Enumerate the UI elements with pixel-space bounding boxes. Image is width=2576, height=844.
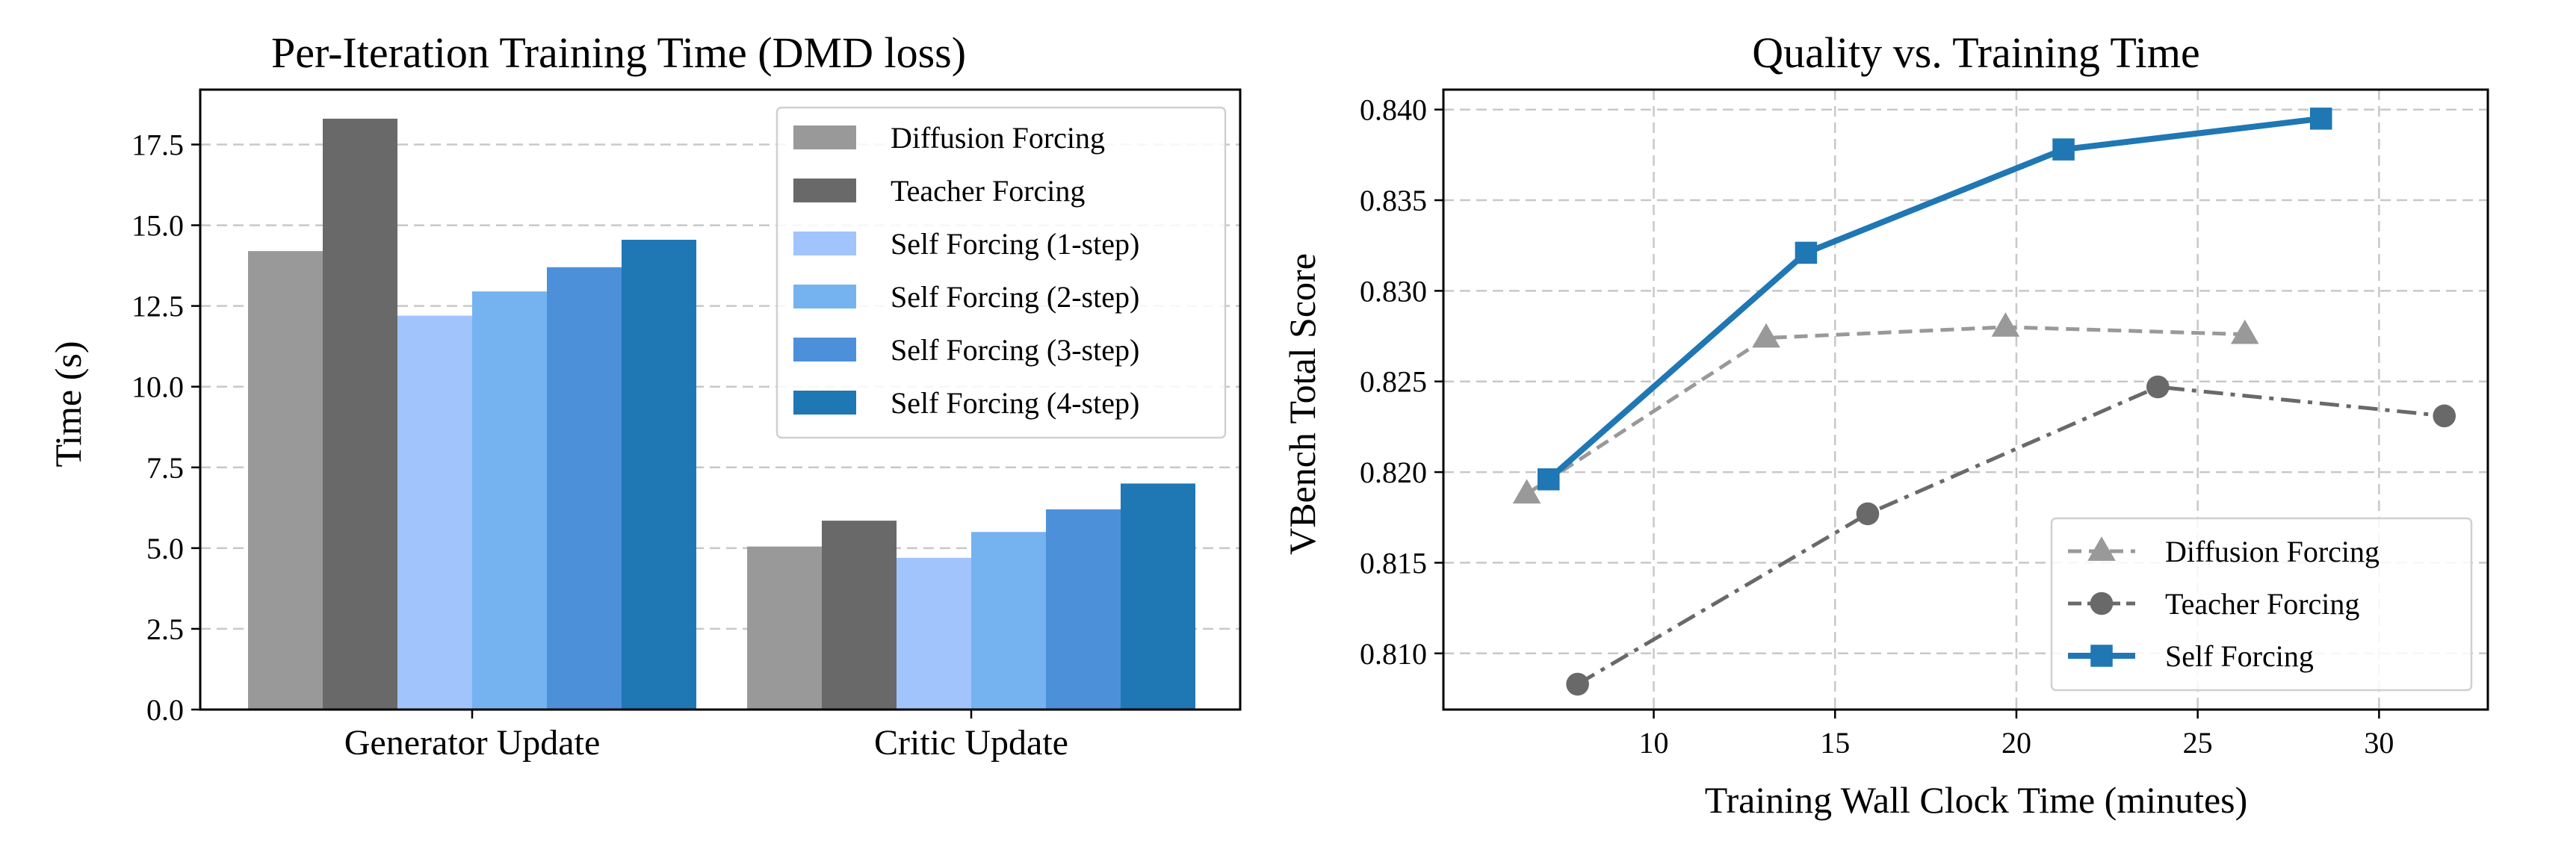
bar xyxy=(622,240,696,710)
bar-chart-plot-frame xyxy=(199,88,1242,711)
line-chart-x-tick-label: 20 xyxy=(2001,726,2031,760)
bar-chart-y-ticks: 0.0 2.5 5.0 7.5 10.0 12.5 15.0 17.5 xyxy=(131,128,200,727)
legend-label: Self Forcing xyxy=(2165,639,2314,673)
line-chart-y-tick-label: 0.830 xyxy=(1360,274,1427,308)
bar-chart-title: Per-Iteration Training Time (DMD loss) xyxy=(271,28,966,77)
legend-label: Teacher Forcing xyxy=(2165,587,2359,621)
line-chart: Quality vs. Training Time VBench Total S… xyxy=(1281,28,2489,821)
bar xyxy=(248,251,323,710)
bar xyxy=(971,532,1046,710)
line-chart-x-tick-label: 15 xyxy=(1820,726,1850,760)
legend-swatch xyxy=(793,125,856,149)
bar xyxy=(397,315,472,710)
data-point-square xyxy=(1538,468,1560,491)
bar xyxy=(897,557,971,710)
bar-chart-y-tick-label: 15.0 xyxy=(131,209,184,243)
line-chart-y-tick-label: 0.825 xyxy=(1360,365,1427,399)
line-chart-x-axis-label: Training Wall Clock Time (minutes) xyxy=(1705,779,2248,821)
line-chart-x-tick-label: 30 xyxy=(2364,726,2394,760)
bar-chart-category-label: Generator Update xyxy=(344,723,601,763)
bar-chart-category-label: Critic Update xyxy=(874,723,1068,763)
bar-chart-legend-box xyxy=(775,106,1227,439)
line-chart-plot-frame xyxy=(1442,88,2489,711)
data-point-circle xyxy=(1566,672,1589,696)
bar xyxy=(547,267,622,710)
bar-chart-y-tick-label: 0.0 xyxy=(146,693,184,727)
line-chart-x-ticks: 10 15 20 25 30 xyxy=(1639,710,2394,760)
legend-swatch xyxy=(793,391,856,415)
line-chart-y-tick-label: 0.815 xyxy=(1360,546,1427,580)
line-chart-series xyxy=(1512,108,2456,696)
bar xyxy=(1046,509,1121,710)
bar-chart-y-tick-label: 10.0 xyxy=(131,370,184,404)
line-chart-title: Quality vs. Training Time xyxy=(1752,28,2199,77)
line-chart-x-tick-label: 25 xyxy=(2183,726,2213,760)
series-line xyxy=(1576,385,2445,686)
legend-label: Self Forcing (2-step) xyxy=(891,280,1139,314)
bar-chart-bars xyxy=(248,118,1195,710)
data-point-square xyxy=(1795,241,1818,264)
data-point-triangle xyxy=(1512,479,1541,504)
line-chart-legend-box xyxy=(2050,517,2473,692)
series-line xyxy=(1526,325,2245,496)
series-diffusion-forcing xyxy=(1512,312,2259,504)
data-point-circle xyxy=(1856,502,1880,526)
data-point-circle xyxy=(2433,404,2456,428)
bar xyxy=(822,521,897,710)
data-point-triangle xyxy=(2087,536,2116,561)
bar xyxy=(1121,483,1195,710)
legend-swatch xyxy=(793,285,856,308)
line-chart-legend: Diffusion Forcing Teacher Forcing Self For… xyxy=(2050,517,2473,692)
legend-label: Teacher Forcing xyxy=(891,174,1085,208)
bar-chart-legend: Diffusion Forcing Teacher Forcing Self For… xyxy=(775,106,1227,439)
line-chart-y-tick-label: 0.835 xyxy=(1360,184,1427,217)
line-chart-x-tick-label: 10 xyxy=(1639,726,1669,760)
bar xyxy=(472,291,547,710)
bar xyxy=(323,118,397,710)
line-chart-y-tick-label: 0.840 xyxy=(1360,93,1427,127)
bar-chart-y-tick-label: 7.5 xyxy=(146,451,184,485)
legend-swatch xyxy=(793,338,856,362)
bar-chart: Per-Iteration Training Time (DMD loss) T… xyxy=(47,28,1242,763)
legend-label: Diffusion Forcing xyxy=(2165,535,2380,568)
legend-label: Self Forcing (1-step) xyxy=(891,227,1139,261)
bar-chart-categories: Generator Update Critic Update xyxy=(344,710,1068,763)
legend-swatch xyxy=(793,232,856,255)
legend-label: Self Forcing (4-step) xyxy=(891,386,1139,420)
data-point-triangle xyxy=(1752,323,1780,348)
bar xyxy=(747,546,822,710)
data-point-square xyxy=(2090,645,2113,667)
series-self-forcing xyxy=(1538,108,2332,491)
legend-swatch xyxy=(793,179,856,202)
series-teacher-forcing xyxy=(1566,375,2456,696)
data-point-circle xyxy=(2090,592,2114,615)
legend-label: Diffusion Forcing xyxy=(891,121,1105,155)
bar-chart-y-axis-label: Time (s) xyxy=(47,341,89,467)
data-point-triangle xyxy=(2230,319,2259,344)
bar-chart-y-tick-label: 12.5 xyxy=(131,290,184,323)
data-point-triangle xyxy=(1991,312,2020,337)
legend-label: Self Forcing (3-step) xyxy=(891,333,1139,367)
line-chart-y-tick-label: 0.820 xyxy=(1360,456,1427,489)
bar-chart-y-tick-label: 17.5 xyxy=(131,128,184,161)
series-line xyxy=(1546,115,2322,482)
bar-chart-y-tick-label: 5.0 xyxy=(146,532,184,565)
line-chart-y-tick-label: 0.810 xyxy=(1360,637,1427,671)
line-chart-y-ticks: 0.810 0.815 0.820 0.825 0.830 0.835 0.840 xyxy=(1360,93,1443,671)
data-point-circle xyxy=(2146,375,2170,399)
bar-chart-y-tick-label: 2.5 xyxy=(146,612,184,646)
line-chart-y-axis-label: VBench Total Score xyxy=(1281,253,1323,555)
data-point-square xyxy=(2052,138,2075,161)
data-point-square xyxy=(2309,108,2332,130)
